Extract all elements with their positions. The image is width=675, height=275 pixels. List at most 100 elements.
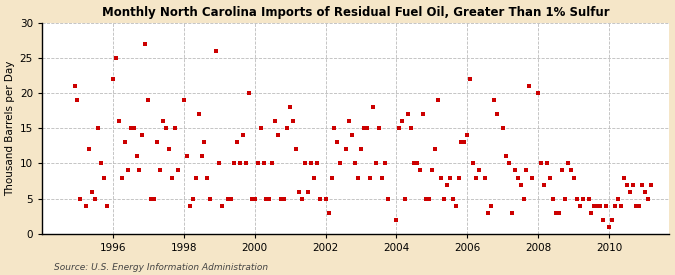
Point bbox=[155, 168, 165, 173]
Point bbox=[187, 196, 198, 201]
Point bbox=[400, 196, 411, 201]
Point bbox=[397, 119, 408, 123]
Point bbox=[276, 196, 287, 201]
Point bbox=[252, 161, 263, 166]
Point bbox=[607, 218, 618, 222]
Point bbox=[232, 140, 242, 144]
Point bbox=[639, 189, 650, 194]
Point bbox=[554, 211, 564, 215]
Y-axis label: Thousand Barrels per Day: Thousand Barrels per Day bbox=[5, 60, 16, 196]
Point bbox=[152, 140, 163, 144]
Point bbox=[373, 126, 384, 130]
Point bbox=[214, 161, 225, 166]
Point bbox=[418, 112, 429, 116]
Point bbox=[305, 161, 316, 166]
Point bbox=[202, 175, 213, 180]
Point bbox=[358, 126, 369, 130]
Point bbox=[217, 204, 227, 208]
Point bbox=[116, 175, 127, 180]
Point bbox=[424, 196, 435, 201]
Point bbox=[285, 105, 296, 109]
Point bbox=[448, 196, 458, 201]
Point bbox=[562, 161, 573, 166]
Point bbox=[518, 196, 529, 201]
Point bbox=[506, 211, 517, 215]
Title: Monthly North Carolina Imports of Residual Fuel Oil, Greater Than 1% Sulfur: Monthly North Carolina Imports of Residu… bbox=[102, 6, 610, 18]
Point bbox=[279, 196, 290, 201]
Point bbox=[294, 189, 304, 194]
Point bbox=[637, 182, 647, 187]
Point bbox=[633, 204, 644, 208]
Point bbox=[229, 161, 240, 166]
Point bbox=[320, 196, 331, 201]
Point bbox=[568, 175, 579, 180]
Point bbox=[167, 175, 178, 180]
Point bbox=[267, 161, 278, 166]
Point bbox=[131, 154, 142, 159]
Point bbox=[288, 119, 298, 123]
Point bbox=[403, 112, 414, 116]
Point bbox=[81, 204, 92, 208]
Point bbox=[341, 147, 352, 152]
Point bbox=[225, 196, 236, 201]
Point bbox=[90, 196, 101, 201]
Point bbox=[273, 133, 284, 138]
Point bbox=[75, 196, 86, 201]
Point bbox=[485, 204, 496, 208]
Point bbox=[515, 182, 526, 187]
Point bbox=[158, 119, 169, 123]
Point bbox=[163, 147, 174, 152]
Point bbox=[291, 147, 302, 152]
Point bbox=[480, 175, 491, 180]
Point bbox=[113, 119, 124, 123]
Point bbox=[234, 161, 245, 166]
Point bbox=[270, 119, 281, 123]
Point bbox=[137, 133, 148, 138]
Point bbox=[382, 196, 393, 201]
Point bbox=[161, 126, 171, 130]
Point bbox=[261, 196, 272, 201]
Point bbox=[616, 204, 626, 208]
Point bbox=[533, 91, 543, 95]
Point bbox=[335, 161, 346, 166]
Point bbox=[394, 126, 405, 130]
Point bbox=[72, 98, 83, 102]
Point bbox=[107, 77, 118, 81]
Point bbox=[630, 204, 641, 208]
Point bbox=[471, 175, 482, 180]
Point bbox=[223, 196, 234, 201]
Point bbox=[258, 161, 269, 166]
Point bbox=[618, 175, 629, 180]
Point bbox=[281, 126, 292, 130]
Point bbox=[409, 161, 420, 166]
Point bbox=[645, 182, 656, 187]
Point bbox=[379, 161, 390, 166]
Point bbox=[111, 56, 122, 60]
Point bbox=[539, 182, 549, 187]
Point bbox=[500, 154, 511, 159]
Point bbox=[376, 175, 387, 180]
Point bbox=[140, 42, 151, 46]
Point bbox=[323, 211, 334, 215]
Point bbox=[589, 204, 600, 208]
Point bbox=[427, 168, 437, 173]
Point bbox=[601, 204, 612, 208]
Point bbox=[329, 126, 340, 130]
Point bbox=[193, 112, 204, 116]
Point bbox=[96, 161, 107, 166]
Point bbox=[249, 196, 260, 201]
Point bbox=[134, 168, 145, 173]
Point bbox=[190, 175, 201, 180]
Point bbox=[610, 204, 620, 208]
Point bbox=[205, 196, 216, 201]
Point bbox=[551, 211, 562, 215]
Point bbox=[178, 98, 189, 102]
Point bbox=[542, 161, 553, 166]
Point bbox=[315, 196, 325, 201]
Point bbox=[462, 133, 472, 138]
Point bbox=[296, 196, 307, 201]
Point bbox=[84, 147, 95, 152]
Point bbox=[311, 161, 322, 166]
Point bbox=[246, 196, 257, 201]
Point bbox=[302, 189, 313, 194]
